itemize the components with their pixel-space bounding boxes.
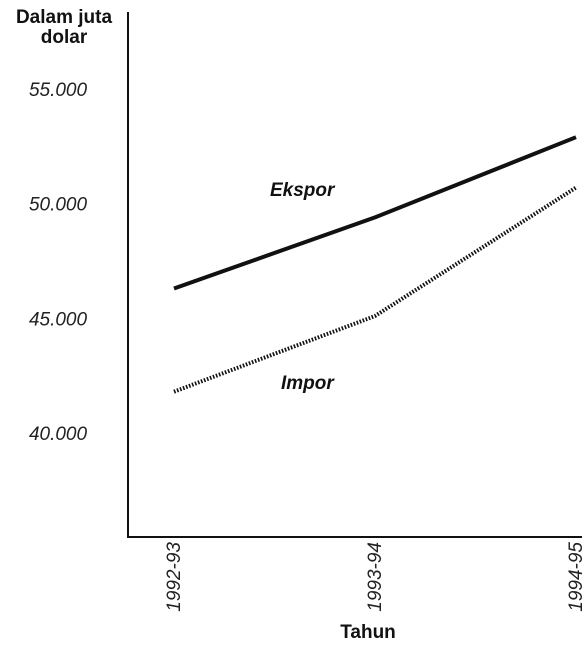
- y-tick-label: 45.000: [29, 309, 88, 330]
- x-tick-labels: 1992-93 1993-94 1994-95: [164, 542, 587, 612]
- y-axis-title-line-1: Dalam juta: [15, 7, 113, 28]
- series-lines: [173, 135, 578, 394]
- y-tick-label: 40.000: [29, 424, 88, 445]
- y-tick-label: 55.000: [29, 80, 88, 101]
- x-tick-label: 1994-95: [566, 542, 587, 612]
- series-label-ekspor: Ekspor: [270, 180, 336, 201]
- x-axis-title: Tahun: [340, 622, 396, 643]
- x-tick-label: 1993-94: [365, 542, 386, 612]
- x-tick-label: 1992-93: [164, 542, 185, 612]
- series-line-impor: [173, 185, 578, 394]
- series-label-impor: Impor: [281, 373, 335, 394]
- y-axis-title-line-2: dolar: [40, 27, 88, 48]
- y-tick-label: 50.000: [29, 195, 88, 216]
- chart-axes: [127, 12, 582, 538]
- y-axis-title: Dalam juta dolar: [0, 8, 128, 48]
- y-tick-labels: 55.000 50.000 45.000 40.000: [29, 80, 88, 445]
- series-labels: Ekspor Impor: [270, 180, 336, 394]
- series-line-ekspor: [173, 135, 577, 291]
